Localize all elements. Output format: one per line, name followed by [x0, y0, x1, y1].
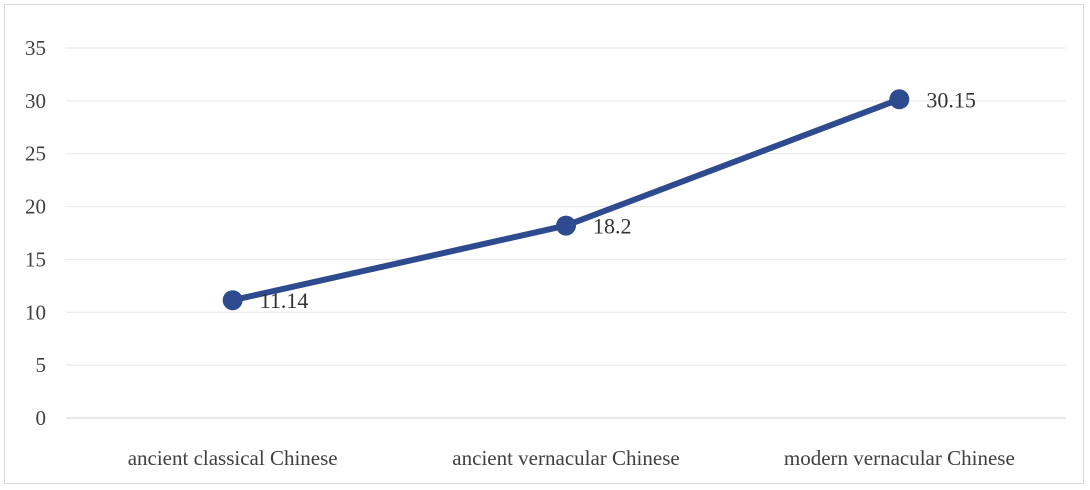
y-tick-label: 30: [25, 89, 46, 113]
y-tick-label: 10: [25, 300, 46, 324]
data-labels: 11.14 18.2 30.15: [260, 87, 976, 313]
data-point: [556, 215, 576, 236]
x-axis-categories: ancient classical Chinese ancient vernacu…: [128, 446, 1015, 470]
y-tick-label: 15: [25, 247, 46, 271]
x-category-label: modern vernacular Chinese: [784, 446, 1015, 470]
y-tick-label: 5: [36, 353, 47, 377]
y-tick-label: 20: [25, 195, 46, 219]
y-tick-label: 35: [25, 36, 46, 60]
data-label: 18.2: [593, 214, 632, 239]
chart-frame: [4, 4, 1084, 484]
data-label: 11.14: [260, 288, 309, 313]
x-category-label: ancient classical Chinese: [128, 446, 338, 470]
y-tick-label: 25: [25, 142, 46, 166]
series-line-group: [222, 89, 910, 311]
series-line: [229, 96, 903, 304]
y-axis-ticks: 0 5 10 15 20 25 30 35: [25, 36, 46, 430]
data-point: [222, 290, 243, 311]
x-category-label: ancient vernacular Chinese: [452, 446, 679, 470]
y-tick-label: 0: [36, 406, 47, 430]
data-label: 30.15: [926, 87, 976, 112]
data-point: [889, 89, 910, 110]
